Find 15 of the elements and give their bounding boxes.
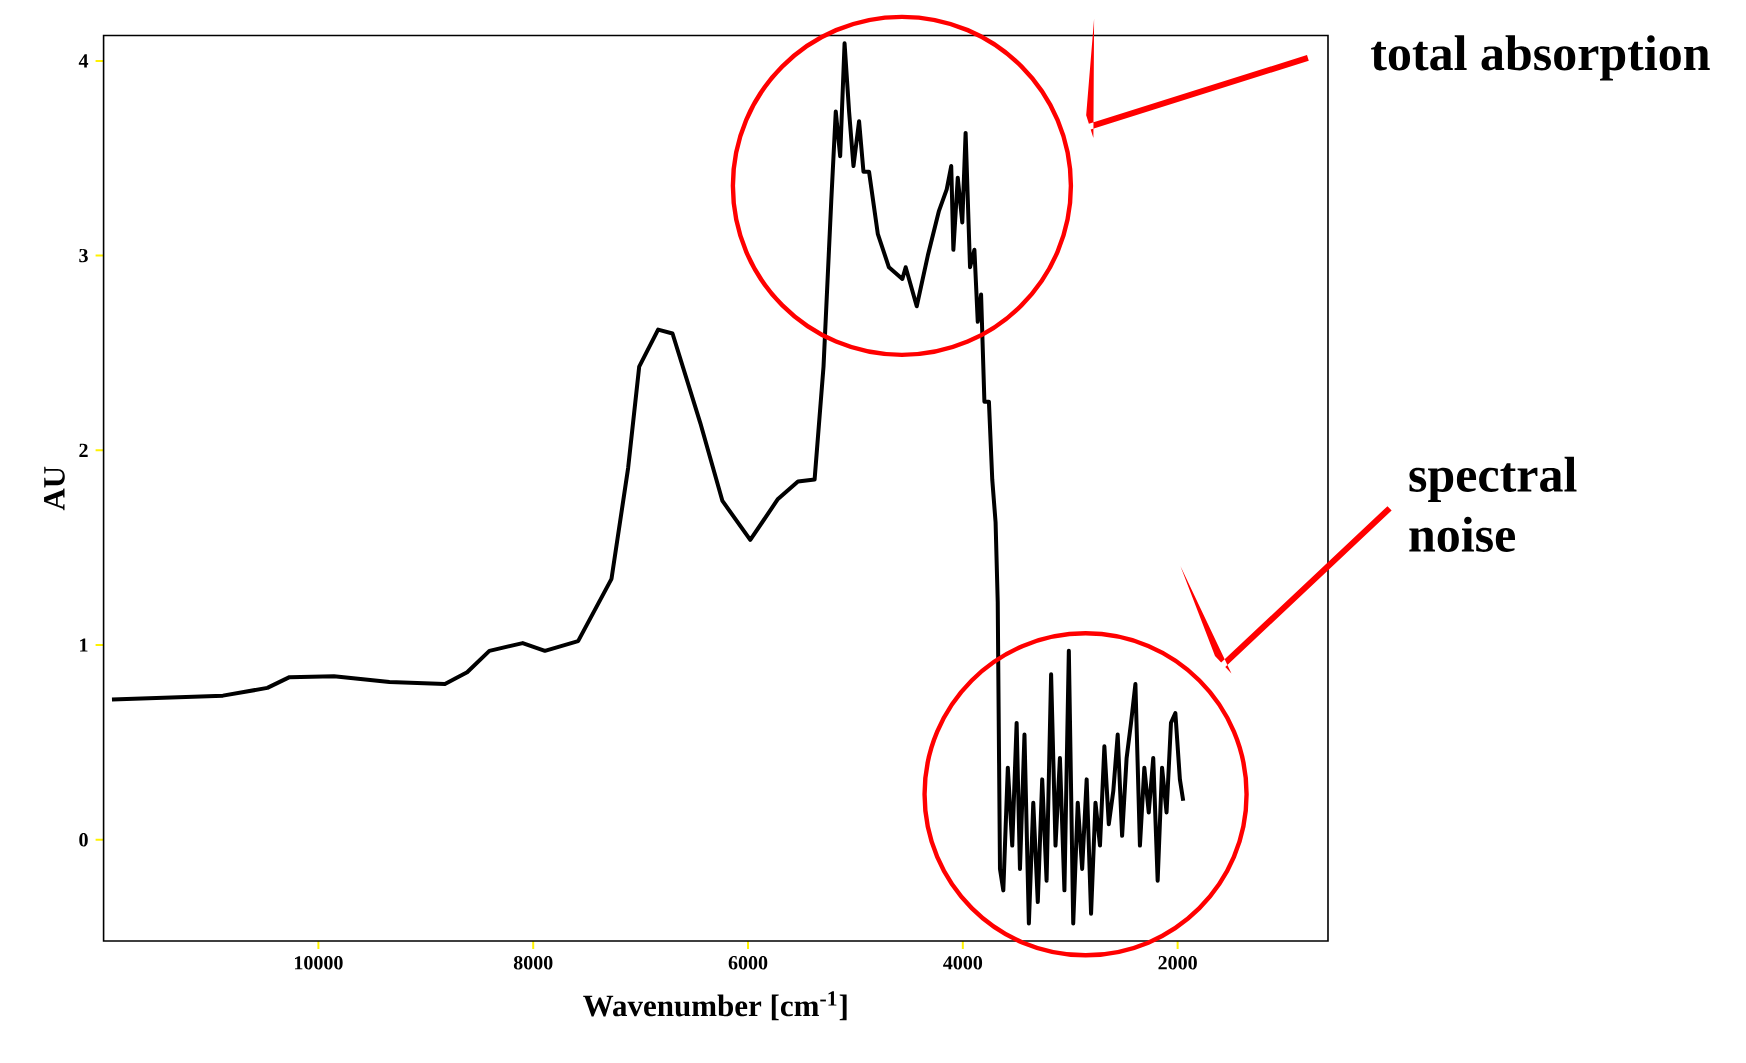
text: total absorption [1371, 35, 1710, 81]
y-tick-label: 4 [78, 54, 89, 68]
y-tick-label: 1 [80, 638, 88, 652]
x-axis-title: Wavenumber [cm$^{-1}$] [583, 991, 847, 1021]
x-tick-label: 4000 [943, 956, 983, 970]
x-tick-label: 2000 [1158, 956, 1197, 970]
line-series [109, 41, 1186, 926]
x-tick-label: 6000 [728, 956, 768, 970]
y-tick-label: 2 [79, 443, 88, 457]
y-tick-label: 0 [79, 832, 88, 847]
x-tick-label: 10000 [295, 956, 343, 970]
y-axis-title: AU [44, 466, 65, 511]
text: spectral noise [1409, 456, 1577, 552]
y-tick-label: 3 [79, 248, 88, 263]
x-tick-label: 8000 [513, 956, 553, 970]
